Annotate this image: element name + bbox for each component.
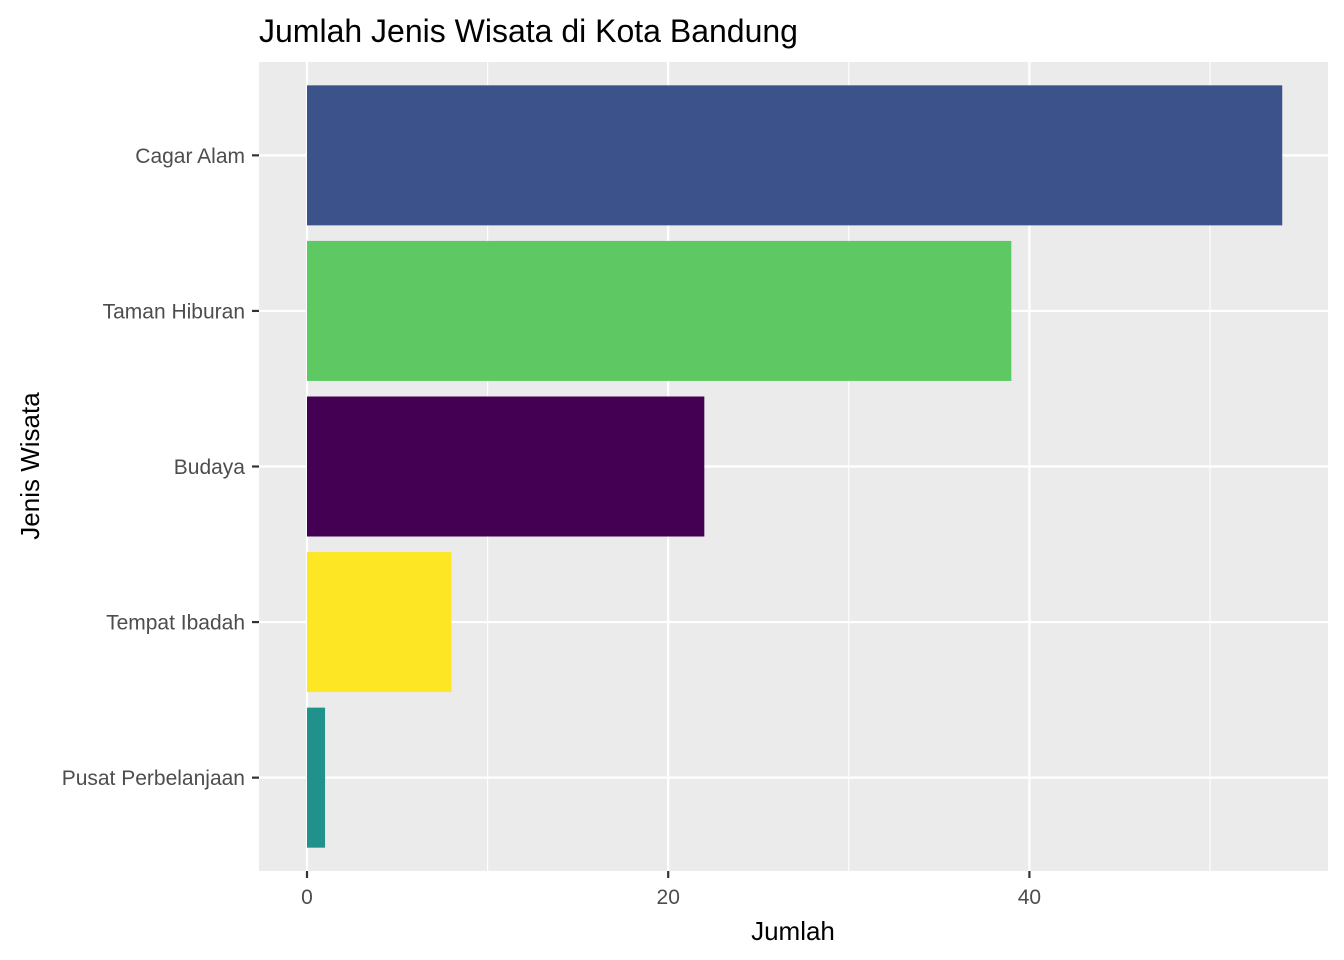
x-axis-title: Jumlah xyxy=(751,916,835,946)
y-tick-label: Pusat Perbelanjaan xyxy=(62,767,245,790)
chart-title: Jumlah Jenis Wisata di Kota Bandung xyxy=(259,13,798,49)
bar-budaya xyxy=(307,396,705,537)
y-tick-label: Budaya xyxy=(174,456,246,479)
x-tick-label: 0 xyxy=(301,886,313,909)
y-tick-label: Taman Hiburan xyxy=(103,300,245,323)
x-tick-label: 20 xyxy=(657,886,680,909)
bar-cagar-alam xyxy=(307,85,1283,226)
bar-pusat-perbelanjaan xyxy=(307,707,326,848)
bars xyxy=(307,85,1283,848)
x-axis: 0 20 40 xyxy=(301,871,1041,909)
y-tick-label: Tempat Ibadah xyxy=(106,612,245,635)
x-tick-label: 40 xyxy=(1018,886,1041,909)
y-axis-title: Jenis Wisata xyxy=(15,392,45,540)
bar-taman-hiburan xyxy=(307,240,1012,381)
bar-tempat-ibadah xyxy=(307,552,452,693)
y-tick-label: Cagar Alam xyxy=(135,145,245,168)
y-axis: Cagar Alam Taman Hiburan Budaya Tempat Ibad… xyxy=(62,145,259,790)
